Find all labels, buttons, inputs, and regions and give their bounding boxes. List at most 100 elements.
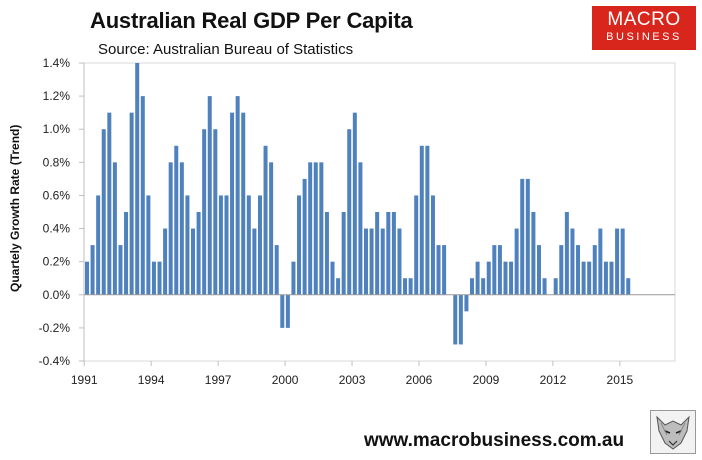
bar: [503, 261, 508, 295]
bar: [112, 162, 117, 295]
bar: [414, 195, 419, 295]
bar: [191, 228, 196, 295]
bar: [598, 228, 603, 295]
x-tick-label: 2015: [607, 373, 634, 387]
bar: [196, 212, 201, 295]
bar: [202, 129, 207, 295]
bar: [509, 261, 514, 295]
bar: [124, 212, 129, 295]
bar: [408, 278, 413, 295]
bar: [576, 245, 581, 295]
chart-source: Source: Australian Bureau of Statistics: [98, 41, 354, 58]
bar: [341, 212, 346, 295]
bar: [257, 195, 262, 295]
bar: [553, 278, 558, 295]
bar: [531, 212, 536, 295]
bar: [419, 145, 424, 295]
x-tick-label: 2006: [406, 373, 433, 387]
bar: [285, 294, 290, 328]
bar: [559, 245, 564, 295]
bar: [397, 228, 402, 295]
bar: [235, 96, 240, 295]
bar: [425, 145, 430, 295]
bar: [330, 261, 335, 295]
x-tick-label: 2012: [540, 373, 567, 387]
x-tick-label: 2003: [339, 373, 366, 387]
bar: [481, 278, 486, 295]
bar: [603, 261, 608, 295]
bar: [118, 245, 123, 295]
bar: [486, 261, 491, 295]
bar: [587, 261, 592, 295]
bar: [246, 195, 251, 295]
bar: [620, 228, 625, 295]
bar: [352, 112, 357, 295]
bar: [442, 245, 447, 295]
bar: [174, 145, 179, 295]
y-tick-label: 0.2%: [43, 255, 71, 269]
bar: [157, 261, 162, 295]
bar: [375, 212, 380, 295]
y-tick-label: -0.4%: [39, 354, 71, 368]
bar: [324, 212, 329, 295]
y-tick-label: 0.4%: [43, 222, 71, 236]
bar: [107, 112, 112, 295]
bar: [520, 178, 525, 295]
bar: [570, 228, 575, 295]
bar: [84, 261, 89, 295]
bar: [230, 112, 235, 295]
bar: [146, 195, 151, 295]
bar: [347, 129, 352, 295]
x-tick-label: 1991: [71, 373, 98, 387]
bar: [369, 228, 374, 295]
bar: [363, 228, 368, 295]
bar: [207, 96, 212, 295]
bar: [151, 261, 156, 295]
bar: [313, 162, 318, 295]
bar: [213, 129, 218, 295]
y-tick-label: -0.2%: [39, 321, 71, 335]
bar: [185, 195, 190, 295]
bar: [436, 245, 441, 295]
bar: [336, 278, 341, 295]
bar: [458, 294, 463, 345]
bar: [140, 96, 145, 295]
bar: [542, 278, 547, 295]
bar: [241, 112, 246, 295]
bar: [129, 112, 134, 295]
bar: [90, 245, 95, 295]
bar: [163, 228, 168, 295]
bar: [470, 278, 475, 295]
bar: [218, 195, 223, 295]
x-tick-label: 2000: [272, 373, 299, 387]
website-url[interactable]: www.macrobusiness.com.au: [364, 430, 625, 451]
bar: [135, 63, 140, 295]
bar: [319, 162, 324, 295]
bar: [302, 178, 307, 295]
logo-line-1: MACRO: [607, 9, 681, 30]
bar: [626, 278, 631, 295]
bar: [525, 178, 530, 295]
y-tick-label: 1.4%: [43, 56, 71, 70]
macrobusiness-logo: MACRO BUSINESS: [592, 6, 696, 50]
bar: [386, 212, 391, 295]
bar: [536, 245, 541, 295]
bar: [592, 245, 597, 295]
x-tick-label: 2009: [473, 373, 500, 387]
bar: [358, 162, 363, 295]
bar: [297, 195, 302, 295]
bar: [291, 261, 296, 295]
chart-title: Australian Real GDP Per Capita: [90, 8, 413, 33]
bar: [269, 162, 274, 295]
bar: [380, 228, 385, 295]
bar: [475, 261, 480, 295]
bar: [179, 162, 184, 295]
bar: [453, 294, 458, 345]
bar: [224, 195, 229, 295]
bar: [430, 195, 435, 295]
bar: [497, 245, 502, 295]
bar: [464, 294, 469, 312]
y-tick-label: 0.6%: [43, 188, 71, 202]
bar: [280, 294, 285, 328]
y-tick-label: 0.8%: [43, 155, 71, 169]
